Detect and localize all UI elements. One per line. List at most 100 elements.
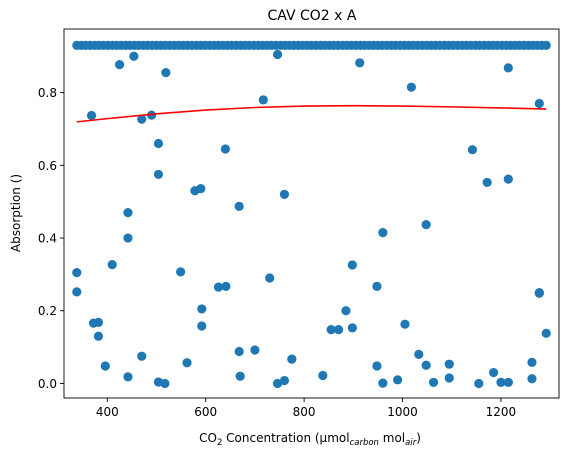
data-point xyxy=(235,371,245,381)
data-point xyxy=(107,259,117,270)
data-point xyxy=(279,189,290,200)
points-layer xyxy=(72,40,551,389)
y-tick-label: 0.4 xyxy=(38,232,57,246)
data-point xyxy=(100,361,110,371)
data-point xyxy=(234,201,244,212)
data-point xyxy=(93,317,104,327)
data-point xyxy=(444,359,454,369)
data-point xyxy=(372,281,382,291)
data-point xyxy=(196,184,206,194)
x-axis-label: CO2 Concentration (µmolcarbon molair) xyxy=(199,431,421,448)
data-point xyxy=(129,51,139,61)
y-tick-label: 0.6 xyxy=(38,159,57,173)
x-axis-label-mid: Concentration (µmol xyxy=(222,431,349,445)
data-point xyxy=(482,177,492,188)
data-point xyxy=(272,378,283,389)
data-point xyxy=(161,68,171,78)
data-point xyxy=(534,288,544,298)
data-point xyxy=(197,321,207,331)
data-point xyxy=(347,323,357,333)
data-point xyxy=(341,306,351,316)
data-point xyxy=(496,377,506,387)
data-point xyxy=(279,375,290,386)
data-point xyxy=(123,372,133,382)
data-point xyxy=(488,367,499,378)
data-point xyxy=(372,361,382,371)
data-point xyxy=(527,374,537,384)
data-point xyxy=(72,267,82,278)
data-point xyxy=(250,345,260,355)
x-axis-ticks: 400 600 800 1000 1200 xyxy=(96,398,516,419)
data-point xyxy=(115,60,125,70)
data-point xyxy=(182,358,192,368)
data-point xyxy=(176,267,186,277)
data-point xyxy=(234,346,244,357)
saturated-data-point xyxy=(541,40,551,50)
data-point xyxy=(272,49,283,60)
data-point xyxy=(534,98,544,109)
data-point xyxy=(123,207,133,218)
data-point xyxy=(467,145,477,155)
y-tick-label: 0.8 xyxy=(38,86,57,100)
x-axis-label-suffix: ) xyxy=(416,431,421,445)
data-point xyxy=(153,169,164,180)
data-point xyxy=(355,58,365,68)
y-tick-label: 0.0 xyxy=(38,377,57,391)
y-axis-ticks: 0.0 0.2 0.4 0.6 0.8 xyxy=(38,86,64,391)
data-point xyxy=(347,260,357,270)
data-point xyxy=(414,349,424,359)
data-point xyxy=(333,325,344,335)
x-axis-label-sub2: carbon xyxy=(350,438,379,448)
data-point xyxy=(160,378,170,389)
data-point xyxy=(265,273,275,283)
data-point xyxy=(258,95,268,105)
data-point xyxy=(503,174,513,184)
data-point xyxy=(428,377,439,387)
data-point xyxy=(213,282,224,292)
x-tick-label: 1000 xyxy=(387,405,418,419)
data-point xyxy=(421,219,431,230)
data-point xyxy=(86,110,97,121)
data-point xyxy=(474,378,484,389)
data-point xyxy=(378,378,388,388)
data-point xyxy=(137,351,147,361)
x-tick-label: 1200 xyxy=(486,405,517,419)
data-point xyxy=(137,114,147,124)
data-point xyxy=(393,375,403,385)
data-point xyxy=(153,138,164,149)
data-point xyxy=(503,377,513,387)
data-point xyxy=(287,354,297,364)
data-point xyxy=(146,110,157,120)
x-axis-label-prefix: CO xyxy=(199,431,217,445)
x-tick-label: 800 xyxy=(293,405,316,419)
data-point xyxy=(378,227,388,238)
fit-line xyxy=(76,104,547,123)
y-tick-label: 0.2 xyxy=(38,304,57,318)
data-point xyxy=(72,287,82,297)
chart-title: CAV CO2 x A xyxy=(268,8,357,24)
data-point xyxy=(221,281,231,291)
data-point xyxy=(444,373,454,383)
data-point xyxy=(400,319,410,329)
data-point xyxy=(406,82,416,92)
data-point xyxy=(421,360,431,370)
plot-frame xyxy=(63,28,560,399)
data-point xyxy=(318,370,328,381)
x-axis-label-mid2: mol xyxy=(379,431,405,445)
data-point xyxy=(527,357,537,367)
y-axis-label: Absorption () xyxy=(9,174,23,252)
data-point xyxy=(541,328,551,338)
plot-area xyxy=(63,28,560,399)
data-point xyxy=(93,331,104,341)
data-point xyxy=(197,304,207,314)
data-point xyxy=(220,144,230,154)
data-point xyxy=(123,233,133,243)
x-tick-label: 600 xyxy=(194,405,217,419)
x-axis-label-sub1: 2 xyxy=(217,438,222,448)
x-axis-label-sub3: air xyxy=(405,438,417,448)
x-tick-label: 400 xyxy=(96,405,119,419)
data-point xyxy=(326,325,336,335)
data-point xyxy=(503,63,513,73)
